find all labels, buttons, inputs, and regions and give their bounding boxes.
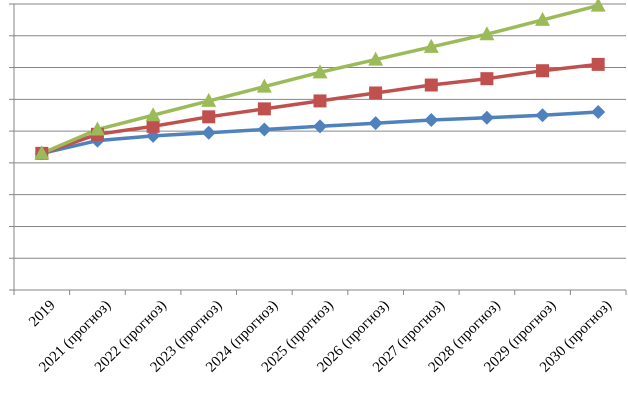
series-1-point — [257, 122, 272, 137]
series-2-point — [369, 86, 383, 100]
axes — [9, 3, 627, 295]
series-3-point — [312, 64, 328, 79]
series-1-point — [313, 119, 327, 134]
series-3-point — [89, 121, 105, 136]
series-1-point — [479, 110, 494, 125]
series-3-point — [423, 38, 439, 53]
series-1-point — [535, 108, 550, 123]
series-2-point — [202, 110, 216, 124]
series-2-point — [424, 78, 438, 92]
series-3-point — [535, 11, 551, 26]
series-3-point — [201, 92, 217, 107]
series-2-point — [313, 94, 327, 108]
series-2-point — [480, 72, 494, 86]
series-1-point — [591, 105, 606, 120]
series-3-point — [256, 78, 272, 93]
series-1-point — [201, 125, 216, 140]
series-3-point — [590, 0, 606, 12]
series-2-point — [146, 119, 160, 133]
series-2-point — [257, 102, 271, 116]
x-tick-label: 2019 — [26, 298, 59, 331]
series-2-point — [536, 64, 550, 78]
series-group — [34, 0, 606, 161]
series-2-point — [591, 57, 605, 71]
series-3-point — [368, 51, 384, 66]
series-3-point — [34, 145, 50, 160]
series-1-point — [368, 116, 383, 131]
series-3-point — [145, 107, 161, 122]
series-3-point — [479, 26, 495, 41]
series-1-point — [424, 112, 439, 127]
